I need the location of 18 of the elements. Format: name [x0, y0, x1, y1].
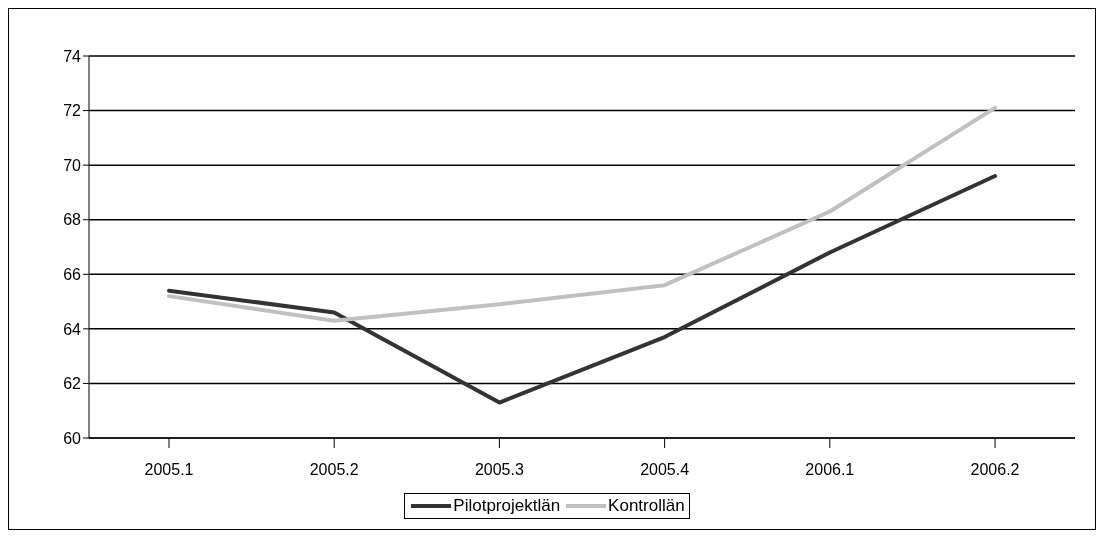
line-series	[167, 174, 997, 405]
x-tick-label: 2005.4	[640, 461, 690, 479]
line-series	[167, 105, 997, 323]
y-tick-label: 74	[63, 47, 82, 65]
y-tick-label: 62	[63, 375, 82, 393]
y-tick-label: 66	[63, 265, 82, 283]
x-tick-label: 2005.2	[309, 461, 359, 479]
legend-label: Pilotprojektlän	[452, 496, 561, 516]
y-tick-label: 70	[63, 156, 82, 174]
x-tick-label: 2006.1	[805, 461, 855, 479]
y-tick-label: 68	[63, 211, 82, 229]
x-tick-label: 2005.3	[474, 461, 524, 479]
y-tick-label: 64	[63, 320, 82, 338]
x-tick-label: 2005.1	[144, 461, 194, 479]
y-tick-label: 60	[63, 429, 82, 447]
legend-label: Kontrollän	[607, 496, 685, 516]
y-tick-label: 72	[63, 102, 82, 120]
x-tick-label: 2006.2	[970, 461, 1020, 479]
